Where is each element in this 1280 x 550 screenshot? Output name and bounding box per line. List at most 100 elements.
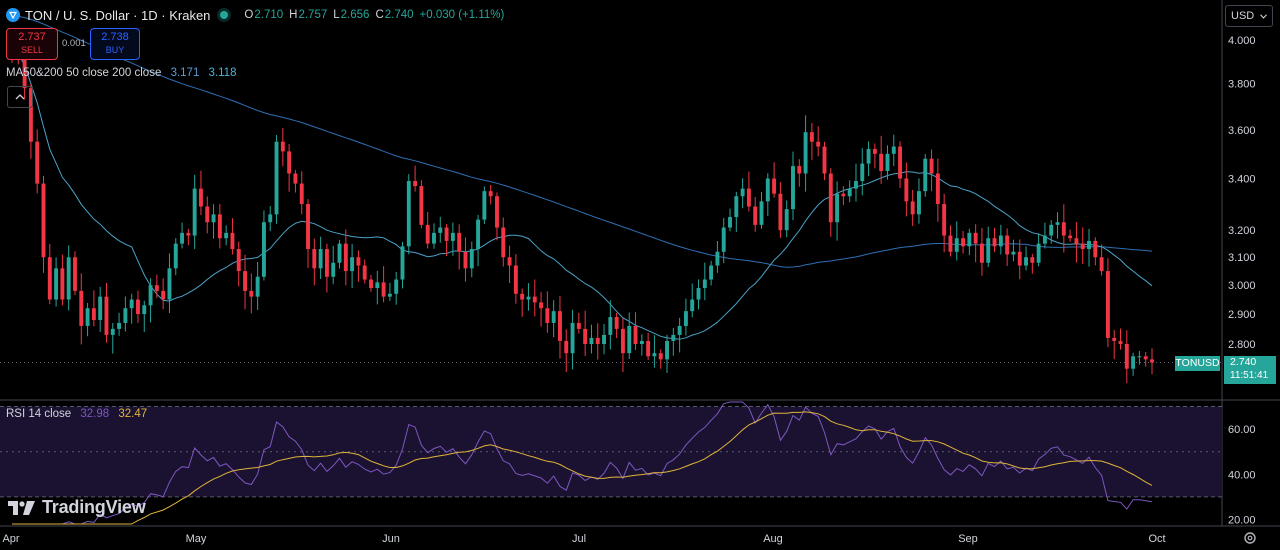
- candle-body: [117, 322, 122, 329]
- collapse-legend-button[interactable]: [7, 86, 33, 108]
- candle-body: [872, 148, 877, 154]
- candle-body: [350, 257, 355, 272]
- candle-body: [60, 268, 65, 300]
- candle-body: [1099, 257, 1104, 272]
- sell-label: SELL: [20, 45, 44, 55]
- candle-body: [935, 173, 940, 204]
- candle-body: [942, 203, 947, 236]
- candle-body: [73, 257, 77, 291]
- candle-body: [104, 296, 109, 335]
- candle-body: [551, 311, 556, 323]
- candle-body: [589, 337, 594, 344]
- candlestick-series: [10, 31, 1154, 384]
- candle-body: [803, 132, 808, 174]
- sell-button[interactable]: 2.737 SELL: [6, 28, 58, 60]
- candle-body: [268, 214, 273, 223]
- candle-body: [469, 249, 474, 269]
- candle-body: [558, 311, 562, 341]
- ma200-line: [11, 14, 1153, 268]
- candle-body: [463, 251, 468, 269]
- last-price-value: 2.740: [1230, 356, 1257, 368]
- time-tick-label: May: [186, 533, 207, 545]
- candle-body: [734, 196, 739, 217]
- candle-body: [841, 193, 846, 197]
- candle-body: [986, 238, 991, 263]
- candle-body: [318, 249, 323, 269]
- candle-body: [570, 322, 575, 354]
- candle-body: [249, 290, 254, 297]
- rsi-tick-label: 20.00: [1228, 514, 1256, 526]
- price-tick-label: 3.000: [1228, 280, 1256, 292]
- candle-body: [671, 334, 676, 341]
- candle-body: [413, 181, 418, 187]
- candle-body: [457, 232, 462, 252]
- candle-body: [627, 325, 632, 354]
- rsi-value: 32.98: [80, 408, 110, 420]
- candle-body: [828, 173, 833, 223]
- candle-body: [476, 219, 481, 250]
- candle-body: [923, 158, 928, 192]
- candle-body: [822, 146, 827, 174]
- candle-body: [28, 88, 33, 142]
- ma50-value: 3.171: [170, 67, 200, 79]
- brand-name: TradingView: [42, 497, 146, 517]
- rsi-legend[interactable]: RSI 14 close 32.98 32.47: [6, 408, 147, 420]
- candle-body: [432, 232, 436, 244]
- candle-body: [614, 317, 619, 329]
- currency-selector[interactable]: USD: [1225, 5, 1273, 27]
- candle-body: [356, 257, 361, 266]
- price-axis: 4.000 3.800 3.600 3.400 3.200 3.100 3.000 2.900…: [2, 35, 1255, 545]
- buy-button[interactable]: 2.738 BUY: [90, 28, 140, 60]
- candle-body: [47, 257, 52, 300]
- candle-body: [495, 196, 499, 228]
- candle-body: [438, 227, 443, 233]
- change-value: +0.030 (+1.11%): [419, 9, 505, 21]
- candle-body: [22, 57, 27, 89]
- candle-body: [835, 193, 840, 223]
- high-value: 2.757: [298, 9, 328, 21]
- time-tick-label: Sep: [958, 533, 978, 545]
- candle-body: [583, 328, 588, 344]
- candle-body: [324, 249, 329, 277]
- ma-legend-label: MA50&200 50 close 200 close: [6, 67, 162, 79]
- low-value: 2.656: [340, 9, 370, 21]
- candle-body: [98, 296, 103, 320]
- candle-body: [299, 183, 304, 204]
- candle-body: [287, 151, 292, 174]
- candle-body: [1093, 240, 1098, 258]
- candle-body: [186, 232, 191, 236]
- candle-body: [620, 328, 625, 354]
- candle-body: [387, 293, 392, 297]
- candle-body: [539, 302, 544, 309]
- bar-countdown: 11:51:41: [1230, 370, 1269, 381]
- symbol-title[interactable]: TON / U. S. Dollar · 1D · Kraken: [25, 7, 211, 23]
- candle-body: [954, 238, 959, 252]
- candle-body: [1118, 340, 1123, 344]
- open-label: O: [244, 9, 254, 21]
- candle-body: [532, 296, 537, 303]
- candle-body: [1049, 224, 1054, 236]
- gear-icon[interactable]: [1242, 530, 1258, 546]
- candle-body: [148, 285, 153, 306]
- ma-legend[interactable]: MA50&200 50 close 200 close 3.171 3.118: [6, 67, 236, 79]
- candle-body: [772, 178, 777, 194]
- candle-body: [1061, 222, 1066, 236]
- candle-body: [847, 188, 852, 197]
- rsi-ma-line: [12, 411, 1153, 525]
- candle-body: [545, 308, 550, 323]
- candle-body: [198, 188, 203, 207]
- candle-body: [173, 243, 178, 269]
- last-price-tag: 2.740 11:51:41: [1224, 356, 1276, 384]
- price-tick-label: 3.800: [1228, 79, 1256, 91]
- candle-body: [337, 243, 342, 263]
- price-tick-label: 2.900: [1228, 309, 1256, 321]
- candle-body: [879, 153, 884, 172]
- candle-body: [154, 285, 159, 291]
- candle-body: [1024, 257, 1028, 266]
- candle-body: [369, 279, 373, 289]
- candle-body: [1087, 240, 1091, 250]
- candle-body: [917, 191, 921, 215]
- candle-body: [860, 163, 865, 182]
- candle-body: [261, 222, 266, 277]
